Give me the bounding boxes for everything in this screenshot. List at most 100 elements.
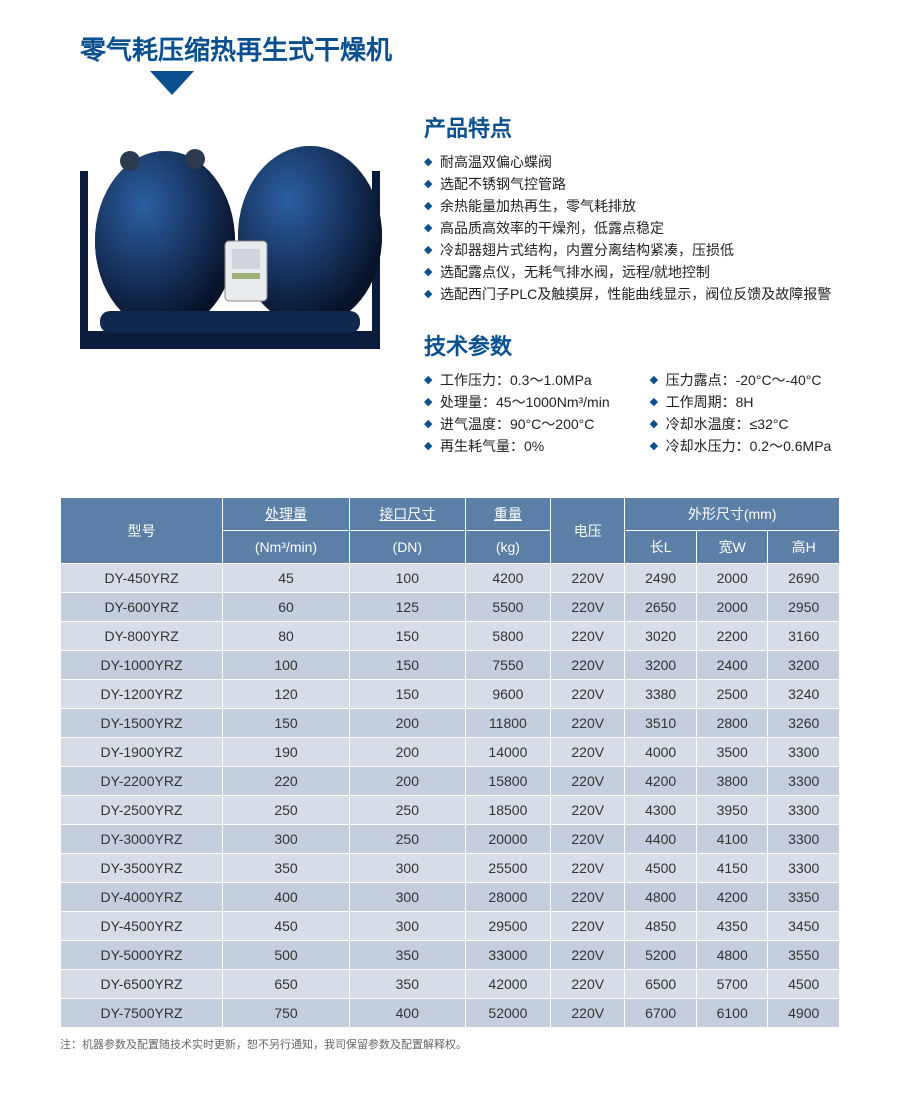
table-cell: 4200 (696, 883, 768, 912)
table-cell: 100 (223, 651, 350, 680)
th-voltage: 电压 (551, 498, 625, 564)
table-cell: 3260 (768, 709, 840, 738)
table-row: DY-3000YRZ30025020000220V440041003300 (61, 825, 840, 854)
table-cell: 300 (349, 912, 465, 941)
table-cell: 3510 (625, 709, 697, 738)
param-item: 压力露点：-20°C～-40°C (650, 369, 832, 391)
table-row: DY-4500YRZ45030029500220V485043503450 (61, 912, 840, 941)
table-cell: 350 (349, 970, 465, 999)
table-cell: 60 (223, 593, 350, 622)
table-cell: 450 (223, 912, 350, 941)
table-cell: 2800 (696, 709, 768, 738)
table-cell: 4000 (625, 738, 697, 767)
table-cell: 220V (551, 970, 625, 999)
table-cell: 220V (551, 767, 625, 796)
th-wid: 宽W (696, 531, 768, 564)
table-cell: 2500 (696, 680, 768, 709)
table-cell: DY-600YRZ (61, 593, 223, 622)
param-item: 工作周期：8H (650, 391, 832, 413)
page-title: 零气耗压缩热再生式干燥机 (80, 30, 840, 67)
table-row: DY-2200YRZ22020015800220V420038003300 (61, 767, 840, 796)
table-row: DY-3500YRZ35030025500220V450041503300 (61, 854, 840, 883)
table-cell: DY-2200YRZ (61, 767, 223, 796)
th-model: 型号 (61, 498, 223, 564)
feature-item: 选配不锈钢气控管路 (424, 173, 840, 195)
features-title: 产品特点 (424, 111, 840, 143)
table-cell: 200 (349, 767, 465, 796)
table-cell: DY-4000YRZ (61, 883, 223, 912)
table-cell: 150 (349, 680, 465, 709)
th-len: 长L (625, 531, 697, 564)
table-cell: 15800 (465, 767, 550, 796)
table-cell: 52000 (465, 999, 550, 1028)
table-cell: 3160 (768, 622, 840, 651)
table-cell: 3550 (768, 941, 840, 970)
param-item: 处理量：45～1000Nm³/min (424, 391, 610, 413)
table-cell: 33000 (465, 941, 550, 970)
table-cell: 4200 (465, 564, 550, 593)
table-cell: 220V (551, 941, 625, 970)
table-cell: 4300 (625, 796, 697, 825)
table-cell: 100 (349, 564, 465, 593)
table-cell: 7550 (465, 651, 550, 680)
table-cell: 120 (223, 680, 350, 709)
th-port: 接口尺寸 (349, 498, 465, 531)
table-cell: 4800 (625, 883, 697, 912)
table-cell: 2000 (696, 564, 768, 593)
table-cell: 2400 (696, 651, 768, 680)
table-row: DY-1000YRZ1001507550220V320024003200 (61, 651, 840, 680)
table-cell: 5700 (696, 970, 768, 999)
table-cell: 25500 (465, 854, 550, 883)
table-row: DY-2500YRZ25025018500220V430039503300 (61, 796, 840, 825)
table-cell: 4100 (696, 825, 768, 854)
table-cell: 80 (223, 622, 350, 651)
table-cell: 3950 (696, 796, 768, 825)
table-cell: 250 (223, 796, 350, 825)
table-cell: 4350 (696, 912, 768, 941)
table-cell: 150 (223, 709, 350, 738)
table-cell: 2200 (696, 622, 768, 651)
table-cell: 20000 (465, 825, 550, 854)
table-cell: DY-4500YRZ (61, 912, 223, 941)
th-weight-unit: (kg) (465, 531, 550, 564)
params-title: 技术参数 (424, 329, 840, 361)
table-cell: 3500 (696, 738, 768, 767)
spec-table: 型号 处理量 接口尺寸 重量 电压 外形尺寸(mm) (Nm³/min) (DN… (60, 497, 840, 1028)
table-cell: 3200 (625, 651, 697, 680)
feature-item: 选配西门子PLC及触摸屏，性能曲线显示，阀位反馈及故障报警 (424, 283, 840, 305)
th-dims: 外形尺寸(mm) (625, 498, 840, 531)
top-section: 产品特点 耐高温双偏心蝶阀选配不锈钢气控管路余热能量加热再生，零气耗排放高品质高… (60, 111, 840, 457)
table-cell: DY-3500YRZ (61, 854, 223, 883)
table-cell: DY-7500YRZ (61, 999, 223, 1028)
table-cell: 220V (551, 854, 625, 883)
table-cell: 2490 (625, 564, 697, 593)
table-cell: 2000 (696, 593, 768, 622)
table-cell: DY-1000YRZ (61, 651, 223, 680)
table-cell: 3300 (768, 796, 840, 825)
table-cell: 300 (349, 854, 465, 883)
table-cell: DY-1500YRZ (61, 709, 223, 738)
table-cell: DY-3000YRZ (61, 825, 223, 854)
th-port-unit: (DN) (349, 531, 465, 564)
table-cell: 3350 (768, 883, 840, 912)
table-cell: 220V (551, 738, 625, 767)
footnote: 注：机器参数及配置随技术实时更新，恕不另行通知，我司保留参数及配置解释权。 (60, 1036, 840, 1052)
table-cell: DY-800YRZ (61, 622, 223, 651)
table-cell: 400 (223, 883, 350, 912)
param-item: 冷却水压力：0.2～0.6MPa (650, 435, 832, 457)
params-left-list: 工作压力：0.3～1.0MPa处理量：45～1000Nm³/min进气温度：90… (424, 369, 610, 457)
table-cell: 9600 (465, 680, 550, 709)
table-cell: 45 (223, 564, 350, 593)
table-row: DY-1500YRZ15020011800220V351028003260 (61, 709, 840, 738)
table-cell: 18500 (465, 796, 550, 825)
table-cell: 6100 (696, 999, 768, 1028)
table-cell: 3450 (768, 912, 840, 941)
table-cell: 220V (551, 622, 625, 651)
table-cell: 4900 (768, 999, 840, 1028)
feature-item: 冷却器翅片式结构，内置分离结构紧凑，压损低 (424, 239, 840, 261)
table-cell: 350 (223, 854, 350, 883)
table-cell: 3240 (768, 680, 840, 709)
table-cell: 4150 (696, 854, 768, 883)
spec-table-body: DY-450YRZ451004200220V249020002690DY-600… (61, 564, 840, 1028)
params-right-list: 压力露点：-20°C～-40°C工作周期：8H冷却水温度：≤32°C冷却水压力：… (650, 369, 832, 457)
